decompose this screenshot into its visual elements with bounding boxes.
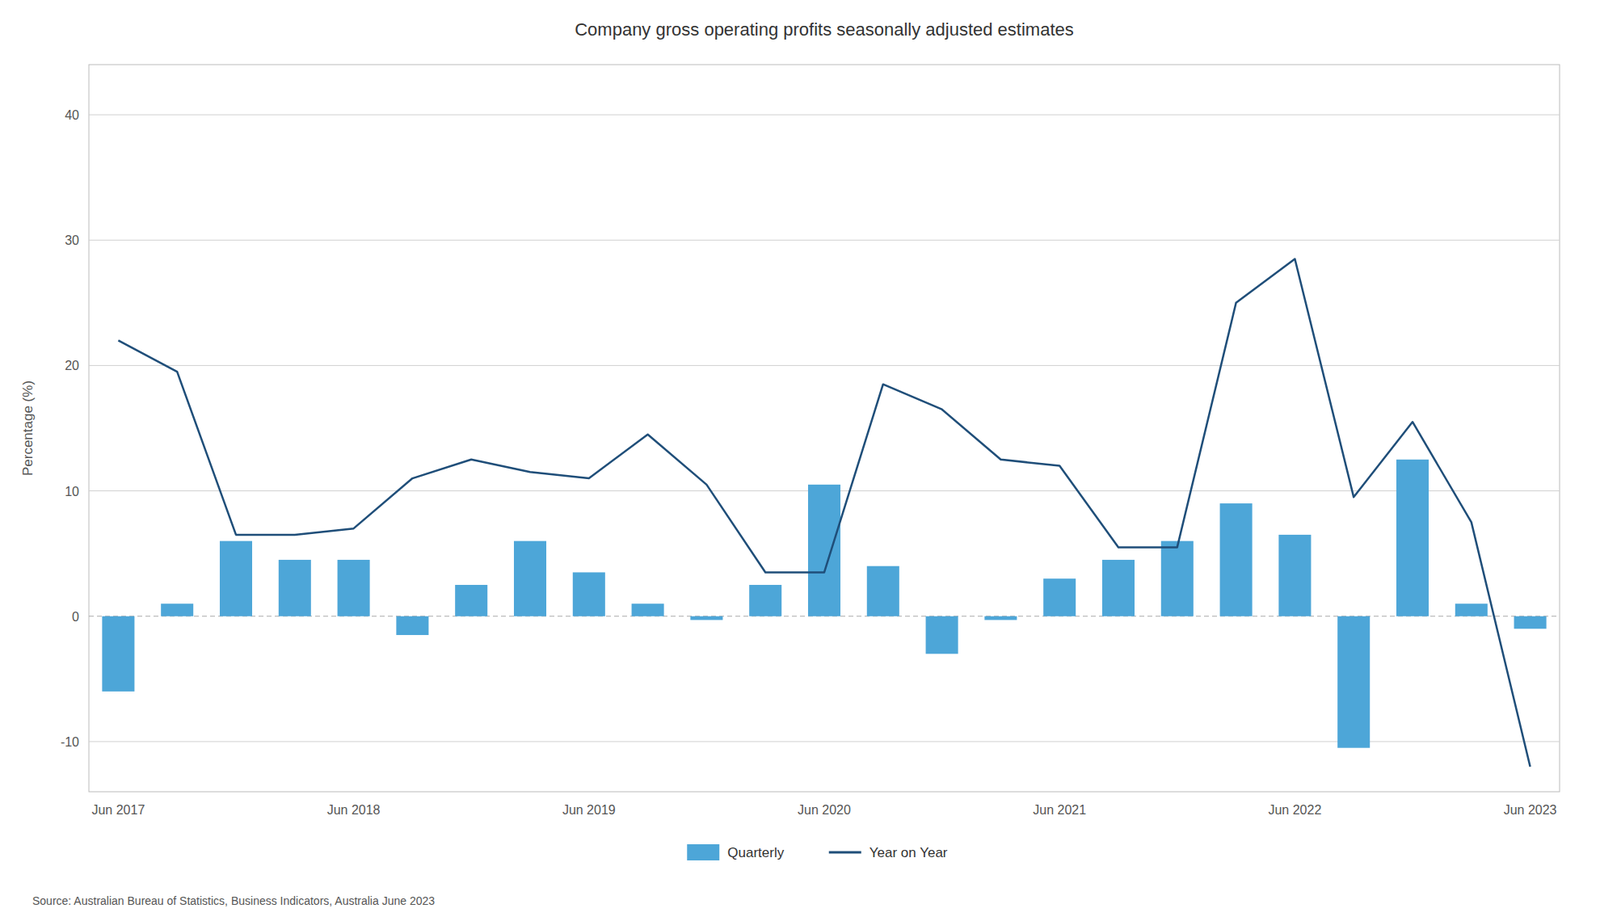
y-tick-label: 40 [64,108,80,123]
y-tick-label: 0 [71,610,80,624]
legend-label: Quarterly [727,845,784,861]
y-tick-label: 20 [64,358,80,373]
plot-frame [88,64,1560,792]
bar [984,616,1017,621]
grid-line [88,114,1560,116]
bar [926,616,959,655]
legend-swatch [686,844,720,861]
background [0,0,1600,921]
bar [1161,541,1194,617]
bar [160,603,194,617]
bar [454,585,488,617]
x-tick-label: Jun 2018 [327,803,381,817]
bar [1337,616,1370,749]
bar [1396,459,1429,617]
bar [867,566,900,617]
bar [513,541,547,617]
bar [278,560,312,617]
bar [1455,603,1488,617]
chart: Company gross operating profits seasonal… [0,0,1600,921]
legend: Quarterly Year on Year [686,844,948,861]
x-tick-label: Jun 2020 [797,803,851,817]
y-tick-label: 30 [64,233,80,248]
bar [395,616,429,636]
title: Company gross operating profits seasonal… [574,19,1074,40]
source: Source: Australian Bureau of Statistics,… [32,894,435,908]
bar [631,603,665,617]
x-tick-label: Jun 2023 [1503,803,1558,817]
y-tick-label: 10 [64,484,80,499]
x-tick-label: Jun 2022 [1267,803,1322,817]
grid-line [88,240,1560,241]
bar [219,541,253,617]
bar [690,616,723,621]
plot-data [101,259,1546,767]
y-tick-label: -10 [60,735,80,750]
bar [749,585,782,617]
x-tick-label: Jun 2017 [91,803,145,817]
bar [1043,578,1076,617]
bar [572,572,606,616]
bar [1278,534,1311,617]
x-tick-label: Jun 2021 [1032,803,1087,817]
legend-label: Year on Year [869,845,948,861]
bar [101,616,135,692]
bar [1514,616,1547,630]
bar [1220,503,1253,617]
bar [337,560,371,617]
line [117,259,1530,767]
bar [1102,560,1135,617]
x-tick-label: Jun 2019 [562,803,616,817]
y-axis-label: Percentage (%) [20,380,36,476]
bar [808,484,841,617]
legend-swatch [829,851,862,855]
grid-line [88,365,1560,367]
